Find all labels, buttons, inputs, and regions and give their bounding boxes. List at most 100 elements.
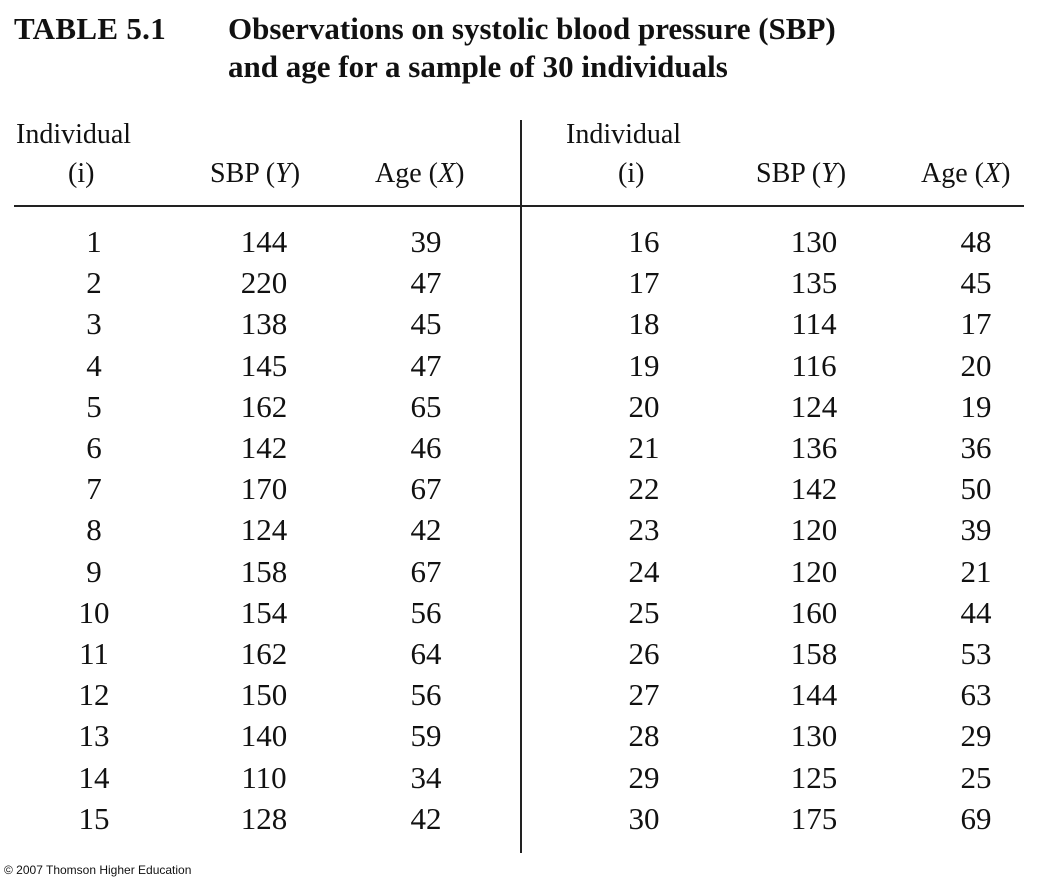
cell-age: 48 [960,224,992,259]
cell-age: 29 [960,718,992,754]
cell-individual: 24 [628,553,660,589]
cell-individual: 21 [628,430,660,465]
cell-sbp: 110 [241,759,287,795]
cell-individual: 26 [628,636,660,671]
cell-individual: 17 [628,265,660,301]
table-row: 29 125 25 [564,757,1039,798]
table-row: 24 120 21 [564,551,1039,592]
table-row: 9 158 67 [14,551,514,592]
table-title-line-2: and age for a sample of 30 individuals [228,49,728,84]
table-row: 27 144 63 [564,674,1039,715]
cell-sbp: 162 [240,636,288,671]
table-row: 20 124 19 [564,386,1039,427]
table-row: 22 142 50 [564,468,1039,509]
cell-individual: 28 [628,718,660,754]
table-row: 30 175 69 [564,798,1039,839]
cell-sbp: 144 [240,224,288,259]
table-half-right: Individual (i) SBP (Y) Age (X) 16 130 48 17… [564,119,1039,852]
cell-individual: 11 [79,636,109,671]
cell-sbp: 160 [790,594,838,630]
cell-sbp: 135 [790,265,838,301]
cell-age: 67 [410,471,442,507]
cell-sbp: 130 [790,718,838,754]
cell-age: 56 [410,594,442,630]
cell-individual: 27 [628,677,660,713]
cell-sbp: 142 [240,430,288,465]
table-row: 1 144 39 [14,221,514,262]
cell-age: 67 [410,553,442,589]
table-row: 11 162 64 [14,633,514,674]
cell-sbp: 120 [790,553,838,589]
cell-age: 44 [960,594,992,630]
cell-individual: 9 [86,553,102,589]
cell-age: 36 [960,430,992,465]
cell-individual: 10 [78,594,110,630]
cell-sbp: 125 [790,759,838,795]
table-row: 21 136 36 [564,427,1039,468]
cell-sbp: 158 [240,553,288,589]
table-number: TABLE 5.1 [14,11,166,46]
cell-age: 39 [960,512,992,548]
cell-individual: 22 [628,471,660,507]
cell-individual: 3 [86,306,102,342]
cell-individual: 18 [628,306,660,342]
cell-age: 47 [410,347,442,383]
cell-individual: 12 [78,677,110,713]
table-row: 3 138 45 [14,303,514,344]
table-row: 19 116 20 [564,345,1039,386]
table-half-left: Individual (i) SBP (Y) Age (X) 1 144 39 2 22… [14,119,514,852]
cell-age: 65 [410,388,442,424]
cell-age: 20 [960,347,992,383]
cell-sbp: 114 [791,306,837,342]
table-row: 16 130 48 [564,221,1039,262]
cell-sbp: 124 [240,512,288,548]
cell-individual: 20 [628,388,660,424]
cell-sbp: 175 [790,800,838,836]
header-individual: Individual [566,119,682,150]
cell-age: 46 [410,430,442,465]
cell-individual: 4 [86,347,102,383]
cell-age: 42 [410,512,442,548]
table-row: 17 135 45 [564,262,1039,303]
cell-age: 34 [410,759,442,795]
cell-sbp: 154 [240,594,288,630]
table-row: 26 158 53 [564,633,1039,674]
cell-individual: 29 [628,759,660,795]
copyright-notice: © 2007 Thomson Higher Education [4,863,192,877]
table-row: 12 150 56 [14,674,514,715]
cell-individual: 30 [628,800,660,836]
header-individual: Individual [16,119,132,150]
cell-age: 59 [410,718,442,754]
cell-individual: 25 [628,594,660,630]
cell-age: 45 [410,306,442,342]
table-row: 7 170 67 [14,468,514,509]
cell-sbp: 116 [791,347,837,383]
cell-sbp: 140 [240,718,288,754]
cell-individual: 23 [628,512,660,548]
cell-individual: 7 [86,471,102,507]
table-row: 8 124 42 [14,509,514,550]
cell-sbp: 150 [240,677,288,713]
cell-individual: 14 [78,759,110,795]
table-row: 28 130 29 [564,715,1039,756]
cell-age: 25 [960,759,992,795]
cell-age: 21 [960,553,992,589]
cell-sbp: 138 [240,306,288,342]
cell-age: 50 [960,471,992,507]
cell-age: 17 [960,306,992,342]
cell-age: 56 [410,677,442,713]
header-age: Age (X) [921,158,1011,189]
cell-sbp: 124 [790,388,838,424]
table-row: 14 110 34 [14,757,514,798]
cell-individual: 15 [78,800,110,836]
cell-sbp: 158 [790,636,838,671]
cell-sbp: 170 [240,471,288,507]
cell-sbp: 220 [240,265,288,301]
cell-age: 53 [960,636,992,671]
cell-age: 39 [410,224,442,259]
table-row: 2 220 47 [14,262,514,303]
cell-individual: 19 [628,347,660,383]
table-row: 13 140 59 [14,715,514,756]
cell-age: 63 [960,677,992,713]
table-row: 25 160 44 [564,592,1039,633]
